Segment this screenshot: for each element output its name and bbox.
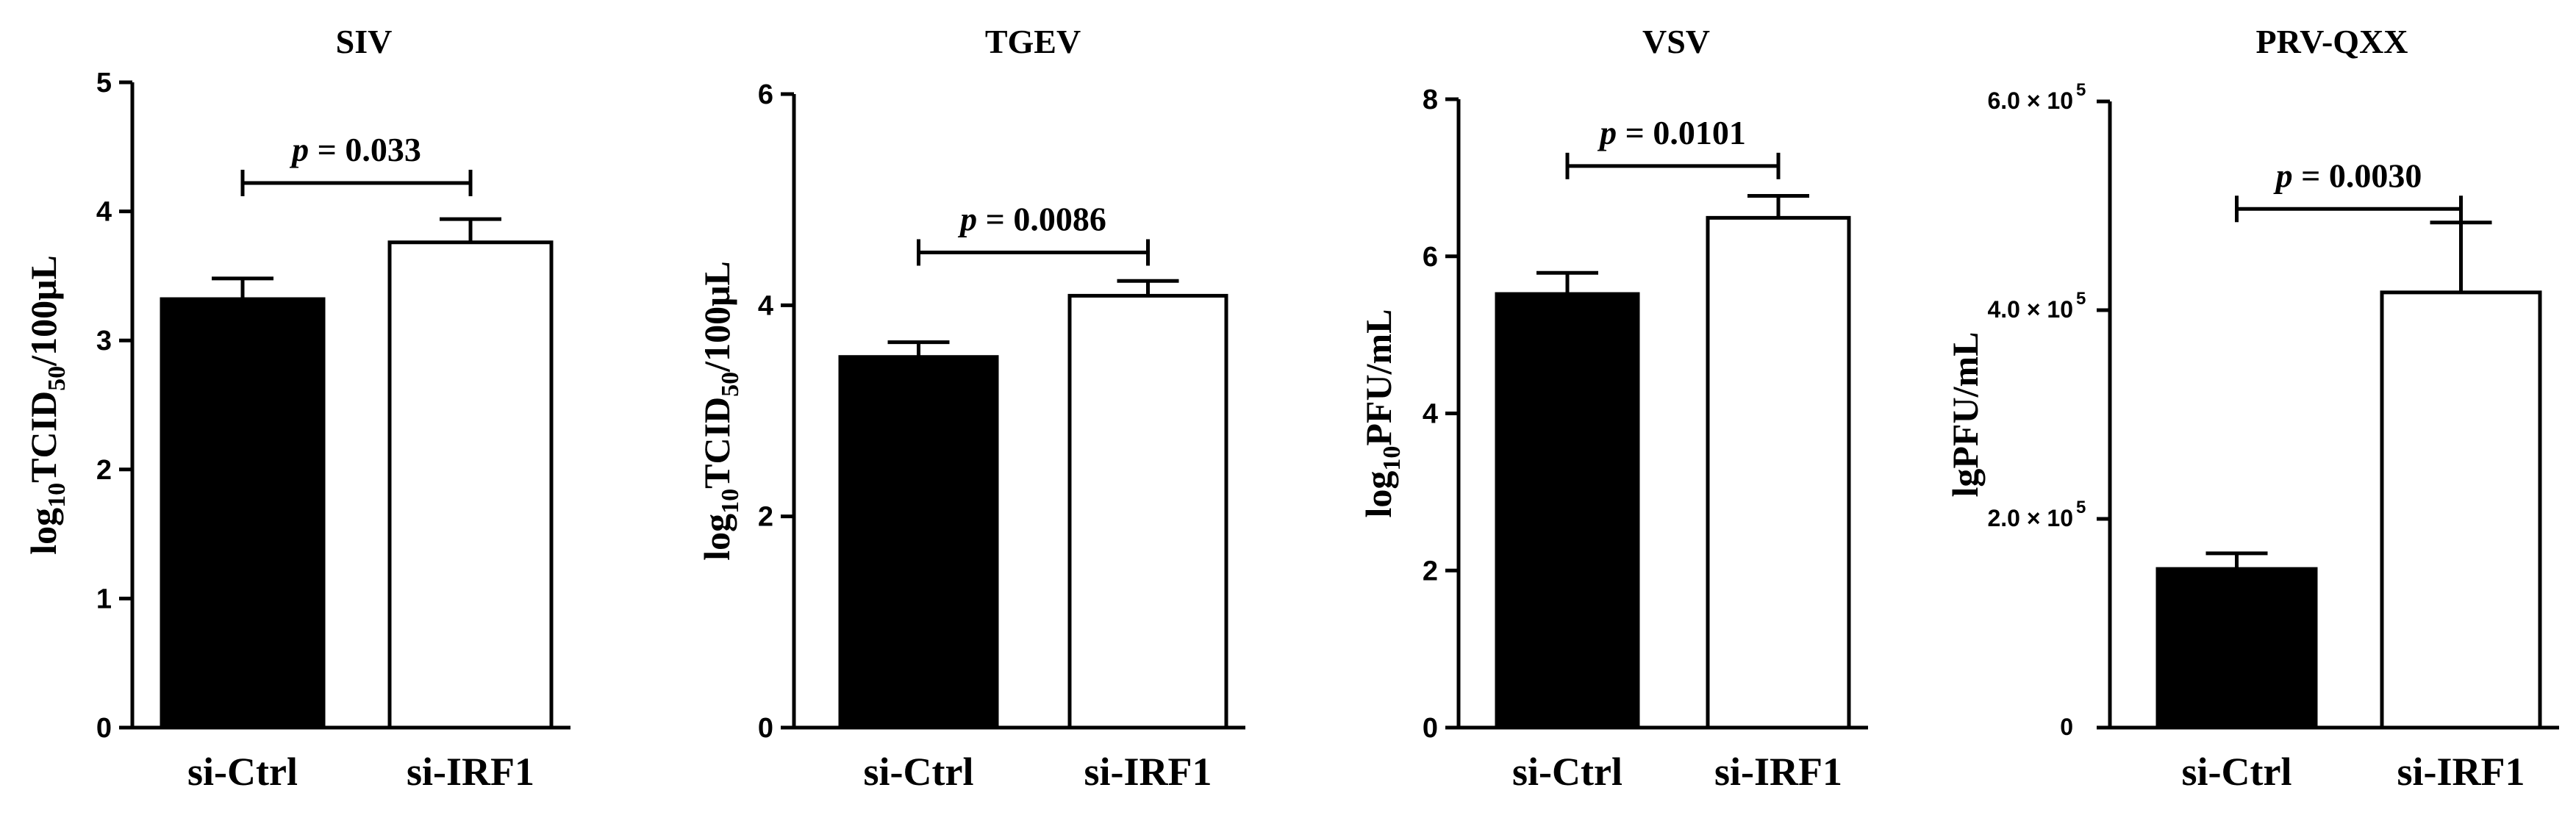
x-category-label: si-Ctrl <box>1512 750 1622 794</box>
y-axis-label-main: log <box>696 514 737 561</box>
p-symbol: p <box>1597 114 1617 151</box>
y-tick-label: 6 <box>758 79 773 110</box>
y-axis-label-main: log <box>1358 471 1399 518</box>
y-tick-label: 2 <box>1423 556 1438 586</box>
chart-title: VSV <box>1642 23 1710 60</box>
p-value-label: p = 0.033 <box>289 131 421 168</box>
y-tick-label: 0 <box>2060 714 2073 740</box>
y-tick-label: 0 <box>1423 713 1438 744</box>
x-category-label: si-IRF1 <box>407 750 534 794</box>
bar-si-irf1 <box>1706 215 1851 730</box>
y-tick-label: 0 <box>758 713 773 744</box>
bar-si-ctrl <box>160 297 326 730</box>
y-tick-label: 6 <box>1423 242 1438 273</box>
y-tick-label: 6.0 × 10 <box>1987 87 2073 114</box>
chart-title: PRV-QXX <box>2255 23 2408 60</box>
y-tick-exponent: 5 <box>2076 289 2086 309</box>
y-axis-label-tail: /100μL <box>23 255 64 367</box>
y-axis-label-sub2: 50 <box>717 372 744 397</box>
bar-si-irf1 <box>2380 290 2542 730</box>
y-tick-label: 4 <box>1423 399 1438 430</box>
p-value-label: p = 0.0101 <box>1597 114 1746 151</box>
p-symbol: p <box>289 131 309 168</box>
p-value: = 0.0086 <box>977 201 1106 238</box>
y-axis-label-sub1: 10 <box>1378 446 1406 471</box>
panel-tgev: TGEV 0 2 4 6 log10TCID50/100μL si-Ctrl si-IRF1 p… <box>696 23 1245 794</box>
y-axis-label-sub1: 10 <box>717 489 744 514</box>
y-tick-label: 8 <box>1423 85 1438 115</box>
y-tick-label: 1 <box>96 584 112 614</box>
bar-si-ctrl <box>2155 567 2318 730</box>
x-category-label: si-Ctrl <box>187 750 298 794</box>
y-tick-exponent: 5 <box>2076 80 2086 100</box>
y-axis-label-main: log <box>23 508 64 555</box>
p-symbol: p <box>957 201 977 238</box>
p-value: = 0.033 <box>309 131 421 168</box>
y-axis-label: log10PFU/mL <box>1358 309 1406 518</box>
bar-si-irf1 <box>387 240 554 730</box>
p-value: = 0.0030 <box>2293 157 2422 194</box>
y-axis-label: log10TCID50/100μL <box>23 255 71 555</box>
y-tick-label: 4 <box>96 197 112 228</box>
y-axis-label: lgPFU/mL <box>1944 332 1986 498</box>
y-tick-label: 0 <box>96 713 112 744</box>
x-category-label: si-IRF1 <box>2397 750 2525 794</box>
y-axis-label-main: lgPFU/mL <box>1944 332 1986 498</box>
y-axis-label-sub1: 10 <box>43 483 71 508</box>
x-category-label: si-IRF1 <box>1714 750 1842 794</box>
panel-siv: SIV 0 1 2 3 4 5 log10TCID50/100μL si-Ctrl si-IRF1… <box>23 23 570 794</box>
y-axis-label-mid: TCID <box>696 397 737 489</box>
p-value-label: p = 0.0030 <box>2273 157 2422 194</box>
y-tick-label: 2.0 × 10 <box>1987 505 2073 531</box>
y-axis-label-sub2: 50 <box>43 366 71 391</box>
y-tick-label: 4 <box>758 290 773 321</box>
y-tick-label: 3 <box>96 326 112 356</box>
x-category-label: si-IRF1 <box>1084 750 1212 794</box>
y-axis-label-mid: PFU/mL <box>1358 309 1399 446</box>
p-value: = 0.0101 <box>1617 114 1746 151</box>
y-axis-label-tail: /100μL <box>696 261 737 373</box>
y-tick-label: 5 <box>96 68 112 98</box>
y-tick-label: 2 <box>758 502 773 533</box>
chart-title: SIV <box>336 23 393 60</box>
chart-title: TGEV <box>985 23 1081 60</box>
y-axis-label: log10TCID50/100μL <box>696 261 744 561</box>
bar-si-ctrl <box>1495 292 1640 730</box>
y-tick-label: 4.0 × 10 <box>1987 296 2073 323</box>
bar-si-ctrl <box>838 355 999 730</box>
p-symbol: p <box>2273 157 2293 194</box>
bar-si-irf1 <box>1067 293 1228 730</box>
y-axis-label-mid: TCID <box>23 391 64 483</box>
y-tick-exponent: 5 <box>2076 498 2086 517</box>
x-category-label: si-Ctrl <box>864 750 974 794</box>
x-category-label: si-Ctrl <box>2182 750 2292 794</box>
p-value-label: p = 0.0086 <box>957 201 1106 238</box>
y-tick-label: 2 <box>96 455 112 486</box>
panel-vsv: VSV 0 2 4 6 8 log10PFU/mL si-Ctrl si-IRF1 p = 0.0… <box>1358 23 1868 794</box>
